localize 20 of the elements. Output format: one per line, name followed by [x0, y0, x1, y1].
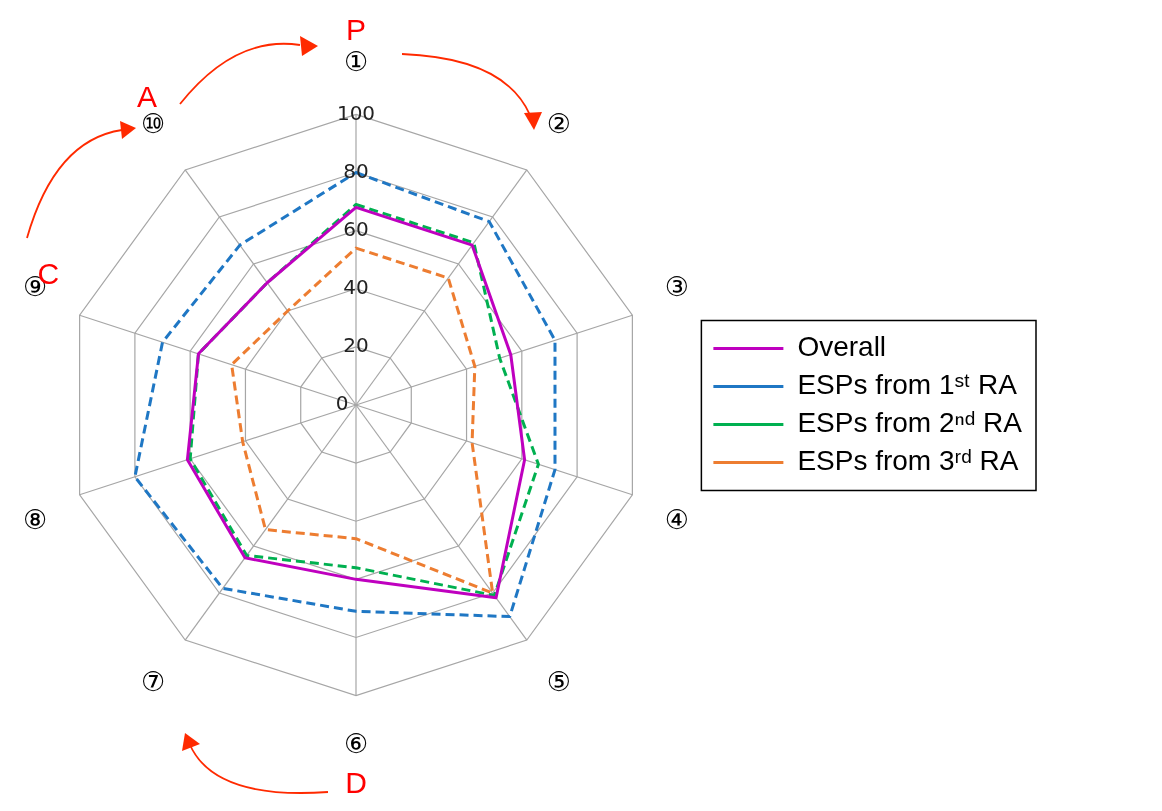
legend-label: ESPs from 2ⁿᵈ RA — [797, 407, 1023, 439]
spoke-label: ⑤ — [546, 665, 572, 697]
y-tick-label: 60 — [343, 216, 369, 241]
y-tick-label: 20 — [343, 333, 369, 358]
y-tick-label: 40 — [343, 274, 369, 299]
text: D — [345, 765, 367, 800]
y-tick-label: 0 — [335, 391, 349, 416]
spoke-label: ④ — [664, 503, 689, 535]
spoke-label: ⑥ — [343, 727, 369, 759]
spoke-label: ③ — [664, 270, 689, 302]
text: P — [345, 13, 367, 48]
y-tick-label: 80 — [343, 158, 369, 183]
y-tick-label: 100 — [336, 100, 376, 125]
legend-label: Overall — [797, 331, 887, 363]
spoke-label: ① — [343, 46, 369, 78]
legend-label: ESPs from 3ʳᵈ RA — [797, 445, 1019, 477]
spoke-label: ⑦ — [140, 665, 166, 697]
legend-label: ESPs from 1ˢᵗ RA — [797, 369, 1018, 401]
spoke-label: ⑧ — [23, 503, 48, 535]
spoke-label: ② — [546, 108, 572, 140]
